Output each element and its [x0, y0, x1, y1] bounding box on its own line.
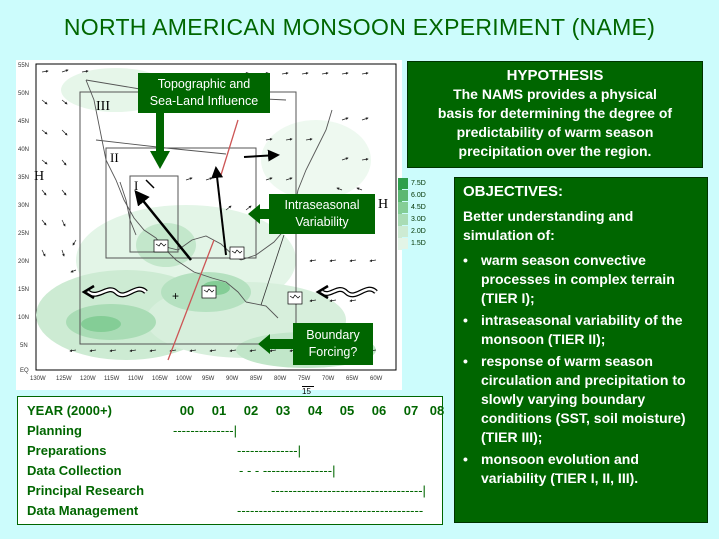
svg-text:50N: 50N [18, 91, 29, 97]
schedule-bar: - - - ----------------| [239, 463, 336, 478]
schedule-row-planning: Planning --------------| [27, 423, 447, 441]
svg-text:80W: 80W [274, 376, 287, 382]
year-cell: 05 [339, 403, 355, 418]
svg-text:115W: 115W [104, 376, 120, 382]
svg-text:45N: 45N [18, 119, 29, 125]
precip-legend-labels: 7.5D 6.0D 4.5D 3.0D 2.0D 1.5D [402, 178, 426, 250]
svg-text:65W: 65W [346, 376, 359, 382]
svg-text:60W: 60W [370, 376, 383, 382]
svg-text:125W: 125W [56, 376, 72, 382]
schedule-row-data-management: Data Management ------------------------… [27, 503, 447, 521]
schedule-row-label: Data Management [27, 503, 139, 518]
year-cell: 03 [275, 403, 291, 418]
callout-intraseasonal: Intraseasonal Variability [269, 194, 375, 234]
tier-iii-label: III [96, 99, 110, 114]
schedule-row-label: Preparations [27, 443, 107, 458]
svg-text:EQ: EQ [20, 368, 29, 374]
svg-text:95W: 95W [202, 376, 215, 382]
schedule-bar: ----------------------------------------… [237, 503, 424, 518]
svg-text:25N: 25N [18, 231, 29, 237]
svg-text:35N: 35N [18, 175, 29, 181]
svg-text:55N: 55N [18, 63, 29, 69]
schedule-row-principal-research: Principal Research ---------------------… [27, 483, 447, 501]
objective-item: response of warm season circulation and … [463, 352, 703, 447]
callout-boundary-arrow [258, 334, 294, 354]
convection-cloud-icon [153, 239, 303, 305]
callout-intraseasonal-arrow [248, 204, 270, 224]
hypothesis-line: basis for determining the degree of [437, 105, 673, 121]
svg-text:100W: 100W [176, 376, 192, 382]
year-cell: 08 [429, 403, 445, 418]
latitude-labels: 55N 50N 45N 40N 35N 30N 25N 20N 15N 10N 5N EQ [18, 63, 29, 374]
tier-ii-box [105, 147, 257, 259]
red-line-north [220, 119, 239, 176]
schedule-table: YEAR (2000+) 00 01 02 03 04 05 06 07 08 … [17, 396, 444, 525]
year-cell: 00 [179, 403, 195, 418]
tier-i-label: I [134, 178, 138, 193]
objectives-heading: OBJECTIVES: [463, 183, 564, 200]
schedule-year-row: YEAR (2000+) 00 01 02 03 04 05 06 07 08 [27, 403, 447, 421]
year-cell: 02 [243, 403, 259, 418]
hypothesis-heading: HYPOTHESIS [506, 67, 604, 84]
arrow-downward [145, 179, 155, 189]
schedule-bar: -----------------------------------| [271, 483, 426, 498]
svg-text:105W: 105W [152, 376, 168, 382]
hypothesis-line: predictability of warm season [456, 124, 654, 140]
svg-text:130W: 130W [30, 376, 46, 382]
svg-text:30N: 30N [18, 203, 29, 209]
page-title: NORTH AMERICAN MONSOON EXPERIMENT (NAME) [63, 14, 656, 40]
svg-text:90W: 90W [226, 376, 239, 382]
callout-boundary: Boundary Forcing? [293, 323, 373, 365]
svg-text:10N: 10N [18, 315, 29, 321]
year-label: YEAR (2000+) [27, 403, 112, 418]
objectives-intro: Better understanding and simulation of: [463, 208, 634, 243]
svg-text:40N: 40N [18, 147, 29, 153]
hypothesis-panel: HYPOTHESIS The NAMS provides a physical … [407, 61, 703, 168]
schedule-bar: --------------| [237, 443, 301, 458]
svg-text:5N: 5N [20, 343, 28, 349]
schedule-row-label: Planning [27, 423, 82, 438]
objectives-panel: OBJECTIVES: Better understanding and sim… [454, 177, 708, 523]
svg-text:20N: 20N [18, 259, 29, 265]
year-cell: 07 [403, 403, 419, 418]
red-line-south [167, 239, 215, 361]
schedule-row-data-collection: Data Collection - - - ----------------| [27, 463, 447, 481]
scale-vector: 15 [302, 386, 314, 396]
schedule-bar: --------------| [173, 423, 237, 438]
objective-item: monsoon evolution and variability (TIER … [463, 450, 703, 488]
red-line-east [260, 234, 285, 306]
year-cell: 06 [371, 403, 387, 418]
svg-text:15N: 15N [18, 287, 29, 293]
arrow-east [243, 149, 280, 162]
svg-text:70W: 70W [322, 376, 335, 382]
tier-ii-label: II [110, 150, 119, 165]
objective-item: warm season convective processes in comp… [463, 251, 703, 308]
svg-text:75W: 75W [298, 376, 311, 382]
year-cell: 01 [211, 403, 227, 418]
schedule-row-preparations: Preparations --------------| [27, 443, 447, 461]
callout-topographic: Topographic and Sea-Land Influence [138, 73, 270, 113]
precip-legend [398, 178, 402, 250]
high-pressure-west: H [34, 169, 44, 184]
svg-text:85W: 85W [250, 376, 263, 382]
svg-text:120W: 120W [80, 376, 96, 382]
schedule-row-label: Data Collection [27, 463, 122, 478]
year-cell: 04 [307, 403, 323, 418]
callout-topographic-arrow [150, 113, 170, 169]
hypothesis-line: precipitation over the region. [458, 143, 652, 159]
arrow-to-tier-i [134, 190, 192, 261]
longitude-labels: 130W 125W 120W 115W 110W 105W 100W 95W 90W 85… [30, 376, 383, 382]
high-pressure-east: H [378, 197, 388, 212]
objective-item: intraseasonal variability of the monsoon… [463, 311, 703, 349]
svg-text:+: + [172, 289, 179, 303]
schedule-row-label: Principal Research [27, 483, 145, 498]
arrow-north-east [211, 166, 227, 256]
hypothesis-line: The NAMS provides a physical [453, 86, 657, 102]
svg-text:110W: 110W [128, 376, 144, 382]
